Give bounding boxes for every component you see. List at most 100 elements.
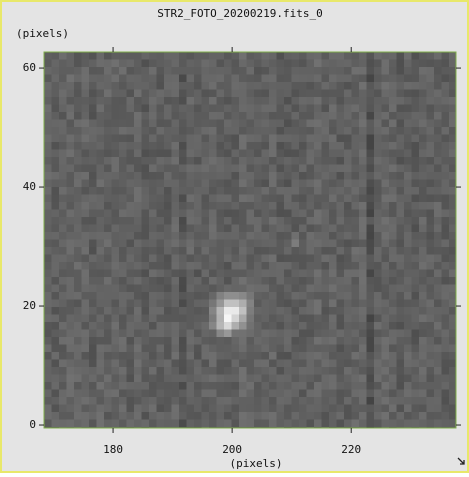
image-pixel: [412, 375, 420, 383]
image-pixel: [239, 375, 247, 383]
image-pixel: [389, 120, 397, 128]
image-pixel: [404, 360, 412, 368]
image-pixel: [442, 232, 450, 240]
image-pixel: [134, 97, 142, 105]
image-pixel: [179, 165, 187, 173]
image-pixel: [179, 255, 187, 263]
image-pixel: [194, 165, 202, 173]
image-pixel: [97, 135, 105, 143]
image-pixel: [82, 120, 90, 128]
image-pixel: [359, 240, 367, 248]
image-pixel: [284, 127, 292, 135]
image-pixel: [269, 315, 277, 323]
image-pixel: [142, 240, 150, 248]
image-pixel: [217, 180, 225, 188]
image-pixel: [97, 292, 105, 300]
image-pixel: [157, 165, 165, 173]
image-pixel: [194, 382, 202, 390]
image-pixel: [247, 165, 255, 173]
image-pixel: [119, 187, 127, 195]
image-pixel: [277, 112, 285, 120]
image-pixel: [202, 60, 210, 68]
image-pixel: [307, 255, 315, 263]
image-pixel: [314, 187, 322, 195]
image-pixel: [202, 52, 210, 60]
image-pixel: [434, 52, 442, 60]
image-pixel: [239, 150, 247, 158]
image-pixel: [427, 165, 435, 173]
image-pixel: [254, 367, 262, 375]
image-pixel: [202, 202, 210, 210]
image-pixel: [269, 67, 277, 75]
image-pixel: [382, 352, 390, 360]
image-pixel: [217, 202, 225, 210]
image-pixel: [427, 352, 435, 360]
image-pixel: [59, 112, 67, 120]
image-pixel: [202, 180, 210, 188]
image-pixel: [299, 195, 307, 203]
image-pixel: [262, 352, 270, 360]
image-pixel: [404, 300, 412, 308]
image-pixel: [179, 247, 187, 255]
image-pixel: [112, 157, 120, 165]
image-pixel: [239, 127, 247, 135]
image-pixel: [322, 52, 330, 60]
image-pixel: [209, 202, 217, 210]
image-pixel: [374, 135, 382, 143]
image-pixel: [284, 172, 292, 180]
image-pixel: [209, 127, 217, 135]
image-pixel: [89, 397, 97, 405]
image-pixel: [262, 405, 270, 413]
image-pixel: [89, 247, 97, 255]
image-pixel: [127, 127, 135, 135]
image-pixel: [239, 202, 247, 210]
image-pixel: [449, 90, 456, 98]
image-pixel: [202, 217, 210, 225]
image-pixel: [382, 300, 390, 308]
image-pixel: [44, 247, 52, 255]
image-pixel: [217, 157, 225, 165]
image-pixel: [442, 150, 450, 158]
image-pixel: [277, 105, 285, 113]
image-pixel: [434, 210, 442, 218]
image-pixel: [217, 165, 225, 173]
image-pixel: [262, 195, 270, 203]
image-pixel: [359, 262, 367, 270]
image-pixel: [449, 352, 456, 360]
image-pixel: [292, 120, 300, 128]
image-pixel: [172, 97, 180, 105]
image-pixel: [142, 397, 150, 405]
image-pixel: [149, 150, 157, 158]
image-pixel: [367, 60, 375, 68]
image-pixel: [382, 412, 390, 420]
image-pixel: [442, 142, 450, 150]
image-pixel: [89, 202, 97, 210]
image-pixel: [359, 180, 367, 188]
image-pixel: [284, 210, 292, 218]
image-pixel: [397, 285, 405, 293]
image-pixel: [134, 247, 142, 255]
image-pixel: [239, 390, 247, 398]
image-pixel: [202, 345, 210, 353]
image-pixel: [89, 337, 97, 345]
image-pixel: [389, 247, 397, 255]
image-pixel: [254, 67, 262, 75]
image-pixel: [52, 67, 60, 75]
image-pixel: [284, 345, 292, 353]
image-pixel: [314, 135, 322, 143]
image-pixel: [247, 142, 255, 150]
image-pixel: [209, 277, 217, 285]
image-pixel: [119, 112, 127, 120]
image-pixel: [329, 172, 337, 180]
image-pixel: [224, 397, 232, 405]
image-pixel: [254, 420, 262, 428]
image-pixel: [344, 277, 352, 285]
image-pixel: [187, 97, 195, 105]
image-pixel: [217, 337, 225, 345]
image-pixel: [202, 210, 210, 218]
image-pixel: [307, 345, 315, 353]
image-pixel: [442, 315, 450, 323]
image-pixel: [292, 60, 300, 68]
image-pixel: [179, 210, 187, 218]
image-pixel: [239, 225, 247, 233]
